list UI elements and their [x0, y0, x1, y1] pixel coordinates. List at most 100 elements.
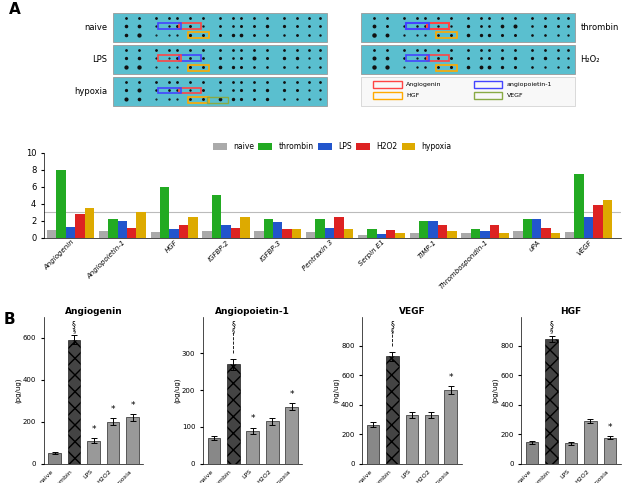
Bar — [386, 230, 396, 238]
Bar — [406, 23, 429, 29]
Bar — [179, 87, 201, 93]
Bar — [367, 425, 379, 464]
Bar — [246, 430, 259, 464]
Bar — [471, 229, 480, 238]
Bar — [127, 227, 137, 238]
Text: $\S$: $\S$ — [71, 327, 76, 336]
Bar — [188, 97, 209, 103]
Legend: naive, thrombin, LPS, H2O2, hypoxia: naive, thrombin, LPS, H2O2, hypoxia — [212, 142, 453, 152]
Text: Angiogenin: Angiogenin — [406, 82, 441, 87]
Bar — [99, 231, 108, 238]
Bar — [108, 219, 118, 238]
Bar — [499, 233, 508, 238]
Bar — [188, 65, 209, 71]
Bar — [574, 174, 584, 238]
Bar — [283, 229, 292, 238]
Bar — [367, 229, 377, 238]
Bar — [584, 216, 593, 238]
Bar — [396, 233, 405, 238]
Y-axis label: (pg/ug): (pg/ug) — [15, 377, 21, 403]
Text: $\S$: $\S$ — [549, 327, 554, 336]
Text: *: * — [608, 423, 612, 432]
Bar — [113, 45, 327, 74]
Bar — [85, 208, 94, 238]
Bar — [158, 23, 181, 29]
Bar — [514, 231, 523, 238]
Text: *: * — [130, 401, 135, 410]
Text: $\S$: $\S$ — [390, 327, 395, 336]
Bar — [425, 415, 438, 464]
Title: VEGF: VEGF — [399, 307, 425, 316]
Y-axis label: (pg/ug): (pg/ug) — [492, 377, 498, 403]
Text: *: * — [92, 425, 96, 434]
Bar — [436, 32, 457, 38]
Bar — [56, 170, 66, 238]
Text: $\S$: $\S$ — [231, 327, 236, 336]
Bar — [273, 223, 283, 238]
Bar — [188, 216, 198, 238]
Text: *: * — [111, 405, 115, 414]
Bar — [490, 225, 499, 238]
Bar — [461, 233, 471, 238]
Bar — [428, 56, 449, 61]
Bar — [361, 77, 574, 106]
Bar — [203, 231, 212, 238]
Bar — [179, 56, 201, 61]
Bar — [526, 442, 539, 464]
Bar — [532, 219, 542, 238]
Bar — [419, 221, 428, 238]
Bar — [315, 219, 325, 238]
Bar — [188, 32, 209, 38]
Bar — [113, 77, 327, 106]
Text: A: A — [9, 2, 21, 17]
Bar — [169, 229, 179, 238]
Bar — [227, 364, 240, 464]
Bar — [428, 221, 438, 238]
Bar — [68, 340, 80, 464]
Bar — [263, 219, 273, 238]
Bar — [344, 229, 353, 238]
Text: VEGF: VEGF — [507, 93, 524, 98]
Text: *: * — [448, 373, 453, 382]
Bar — [113, 13, 327, 42]
Text: LPS: LPS — [92, 55, 107, 64]
Bar — [386, 356, 399, 464]
Bar — [473, 81, 502, 88]
Bar — [445, 390, 457, 464]
Bar — [207, 97, 228, 103]
Bar — [358, 235, 367, 238]
Bar — [523, 219, 532, 238]
Bar — [179, 23, 201, 29]
Bar — [406, 56, 429, 61]
Bar — [179, 225, 188, 238]
Bar — [372, 92, 401, 99]
Bar — [406, 415, 418, 464]
Bar — [48, 453, 61, 464]
Bar — [221, 225, 231, 238]
Y-axis label: (pg/ug): (pg/ug) — [174, 377, 181, 403]
Bar — [545, 339, 558, 464]
Text: $\S$: $\S$ — [549, 319, 554, 331]
Bar — [377, 234, 386, 238]
Text: $\S$: $\S$ — [231, 319, 236, 331]
Bar — [447, 231, 456, 238]
Bar — [47, 230, 56, 238]
Bar — [126, 417, 139, 464]
Title: Angiopoietin-1: Angiopoietin-1 — [215, 307, 290, 316]
Text: *: * — [290, 390, 294, 398]
Bar — [87, 440, 100, 464]
Bar — [254, 231, 263, 238]
Bar — [428, 23, 449, 29]
Bar — [266, 421, 278, 464]
Text: naive: naive — [84, 23, 107, 32]
Bar — [160, 187, 169, 238]
Text: angiopoietin-1: angiopoietin-1 — [507, 82, 552, 87]
Bar — [361, 13, 574, 42]
Bar — [137, 212, 146, 238]
Bar — [603, 199, 612, 238]
Title: HGF: HGF — [561, 307, 582, 316]
Bar — [565, 232, 574, 238]
Bar — [325, 227, 334, 238]
Bar — [584, 421, 597, 464]
Bar — [372, 81, 401, 88]
